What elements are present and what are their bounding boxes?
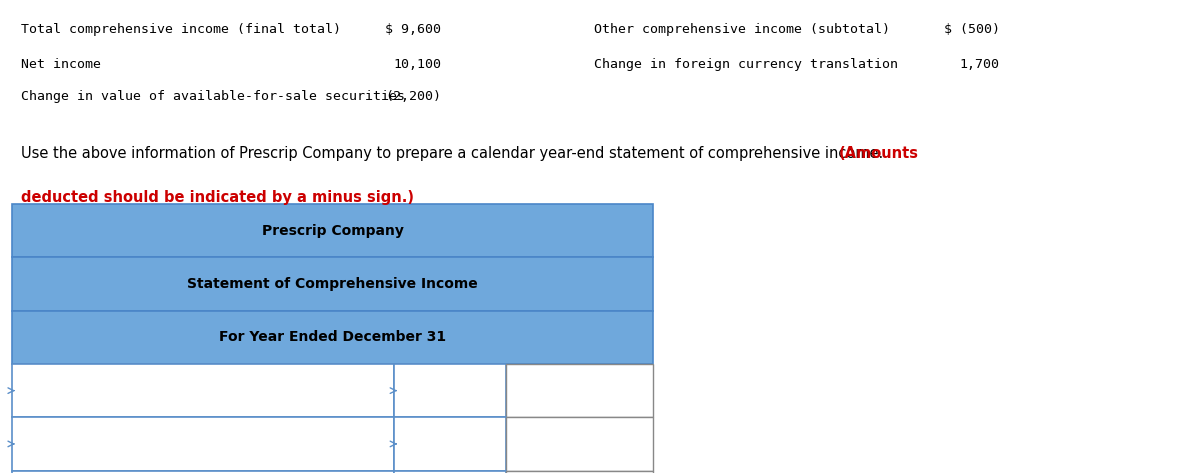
Bar	[506, 364, 653, 417]
Text: Net income: Net income	[22, 58, 102, 71]
Text: $ 9,600: $ 9,600	[385, 23, 442, 36]
Bar	[12, 417, 394, 471]
Bar	[12, 204, 653, 257]
Text: deducted should be indicated by a minus sign.): deducted should be indicated by a minus …	[22, 190, 414, 205]
Text: Statement of Comprehensive Income: Statement of Comprehensive Income	[187, 277, 478, 291]
Text: Other comprehensive income (subtotal): Other comprehensive income (subtotal)	[594, 23, 890, 36]
Bar	[394, 471, 506, 473]
Text: 1,700: 1,700	[960, 58, 1000, 71]
Bar	[394, 417, 506, 471]
Text: Change in foreign currency translation: Change in foreign currency translation	[594, 58, 898, 71]
Bar	[394, 364, 506, 417]
Bar	[12, 471, 394, 473]
Text: (Amounts: (Amounts	[839, 146, 919, 161]
Text: Total comprehensive income (final total): Total comprehensive income (final total)	[22, 23, 342, 36]
Text: Use the above information of Prescrip Company to prepare a calendar year-end sta: Use the above information of Prescrip Co…	[22, 146, 888, 161]
Text: $ (500): $ (500)	[944, 23, 1000, 36]
Bar	[506, 417, 653, 471]
Bar	[506, 471, 653, 473]
Bar	[12, 257, 653, 311]
Text: For Year Ended December 31: For Year Ended December 31	[218, 330, 446, 344]
Bar	[12, 311, 653, 364]
Text: Change in value of available-for-sale securities: Change in value of available-for-sale se…	[22, 90, 406, 104]
Text: Prescrip Company: Prescrip Company	[262, 224, 403, 238]
Text: (2,200): (2,200)	[385, 90, 442, 104]
Bar	[12, 364, 394, 417]
Text: 10,100: 10,100	[394, 58, 442, 71]
